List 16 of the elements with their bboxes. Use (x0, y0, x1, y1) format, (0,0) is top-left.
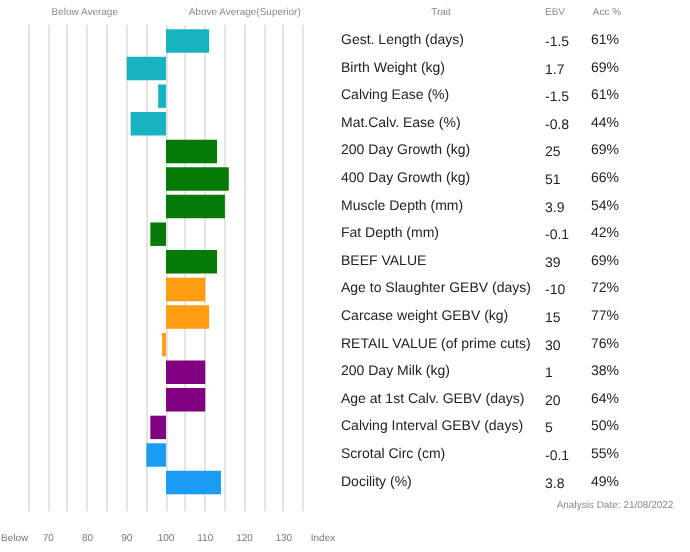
bar (166, 167, 229, 191)
bar (166, 250, 218, 274)
bar (150, 415, 166, 440)
bar (166, 360, 206, 384)
bar (166, 194, 225, 219)
bar (166, 29, 210, 53)
bar (166, 139, 218, 164)
bar (166, 277, 206, 302)
bar (166, 470, 221, 495)
bar (130, 112, 166, 136)
bar (158, 84, 166, 108)
bar (166, 388, 206, 412)
bar (126, 56, 166, 81)
bar (146, 443, 166, 467)
bar (150, 222, 166, 246)
bar (166, 305, 210, 329)
